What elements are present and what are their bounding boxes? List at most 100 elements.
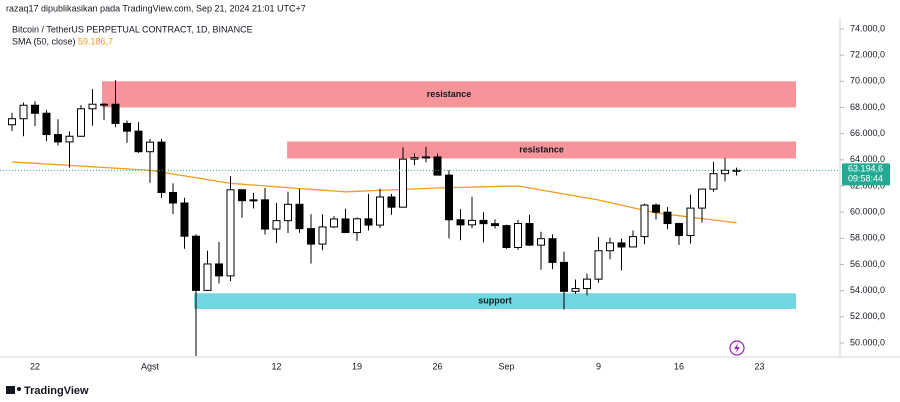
candle xyxy=(479,212,488,243)
candle xyxy=(54,119,62,146)
y-tick-label: 56.000,0 xyxy=(850,259,885,269)
candle-body xyxy=(433,156,442,176)
candle xyxy=(215,241,223,284)
candle xyxy=(502,224,511,249)
candle-body xyxy=(42,112,51,136)
x-tick-label: 12 xyxy=(271,361,281,371)
x-tick-label: 26 xyxy=(432,361,442,371)
candle-body xyxy=(249,199,258,202)
candle-body xyxy=(387,196,396,208)
y-tick-label: 70.000,0 xyxy=(850,76,885,86)
candle-body xyxy=(123,122,131,132)
candle-body xyxy=(422,156,430,159)
candle-body xyxy=(468,219,476,226)
candle-body xyxy=(525,223,534,246)
candle xyxy=(583,273,591,296)
brand: TradingView xyxy=(24,385,89,397)
candle xyxy=(652,203,660,220)
candle xyxy=(456,209,465,241)
candle xyxy=(203,250,212,292)
zone xyxy=(194,293,796,309)
candle-body xyxy=(180,202,189,237)
candle xyxy=(537,231,545,270)
zone-label: resistance xyxy=(519,144,564,154)
candle xyxy=(560,251,568,310)
candle-body xyxy=(330,218,338,228)
chart-title: Bitcoin / TetherUS PERPETUAL CONTRACT, 1… xyxy=(12,24,253,34)
candle-body xyxy=(652,204,660,213)
candle-body xyxy=(410,157,419,160)
candle-body xyxy=(364,218,373,226)
candle-body xyxy=(65,135,74,143)
candle xyxy=(640,203,649,245)
candle-body xyxy=(617,242,626,248)
candle-body xyxy=(157,141,166,194)
candle xyxy=(31,101,39,127)
candle xyxy=(732,167,741,176)
candle-body xyxy=(445,174,453,221)
candle xyxy=(629,230,637,248)
candle xyxy=(721,158,729,182)
candle xyxy=(272,202,281,243)
candle-body xyxy=(284,203,292,222)
y-tick-label: 66.000,0 xyxy=(850,128,885,138)
candle-body xyxy=(111,103,120,124)
candle-body xyxy=(583,278,591,290)
sma-legend: SMA (50, close) xyxy=(12,36,76,46)
last-price-label: 63.194,6 xyxy=(848,164,883,174)
candle-body xyxy=(686,207,695,237)
x-tick-label: Sep xyxy=(498,361,514,371)
candle-body xyxy=(560,261,568,292)
last-price-box xyxy=(842,163,890,186)
candle xyxy=(686,194,695,244)
zone-label: resistance xyxy=(427,89,472,99)
candle xyxy=(514,220,522,250)
candle-body xyxy=(226,189,235,277)
candle xyxy=(387,193,396,215)
y-tick-label: 64.000,0 xyxy=(850,154,885,164)
candle-body xyxy=(721,169,729,175)
y-tick-label: 50.000,0 xyxy=(850,337,885,347)
candle xyxy=(295,188,304,233)
x-tick-label: 23 xyxy=(754,361,764,371)
sma-line xyxy=(11,161,737,224)
candle xyxy=(238,189,246,218)
candle xyxy=(65,131,74,168)
candle-body xyxy=(571,288,580,292)
candle xyxy=(445,170,453,239)
candle-body xyxy=(399,158,407,208)
candle xyxy=(675,222,683,245)
candle xyxy=(709,161,718,192)
y-tick-label: 60.000,0 xyxy=(850,207,885,217)
candle xyxy=(491,219,499,229)
candle-body xyxy=(640,204,649,238)
candle-body xyxy=(341,218,350,234)
candle-body xyxy=(502,225,511,248)
candle xyxy=(410,153,419,166)
candle-body xyxy=(629,236,637,248)
candle xyxy=(617,238,626,271)
candle-body xyxy=(88,103,97,110)
candle-body xyxy=(77,108,85,137)
x-tick-label: 19 xyxy=(352,361,362,371)
candle-body xyxy=(238,189,246,202)
x-tick-label: 16 xyxy=(674,361,684,371)
candle xyxy=(548,234,557,270)
candle-body xyxy=(100,103,108,106)
zone-label: support xyxy=(478,296,512,306)
y-tick-label: 74.000,0 xyxy=(850,23,885,33)
candle xyxy=(376,188,384,229)
candle xyxy=(525,214,534,247)
candle xyxy=(341,208,350,234)
candle xyxy=(330,216,338,229)
candle-body xyxy=(215,263,223,277)
candle xyxy=(353,217,361,241)
candle-body xyxy=(318,226,327,245)
candle xyxy=(77,104,85,137)
candle-body xyxy=(134,130,143,153)
candle xyxy=(606,237,614,260)
candle-body xyxy=(709,173,718,190)
candle xyxy=(698,188,706,223)
candle xyxy=(123,120,131,143)
